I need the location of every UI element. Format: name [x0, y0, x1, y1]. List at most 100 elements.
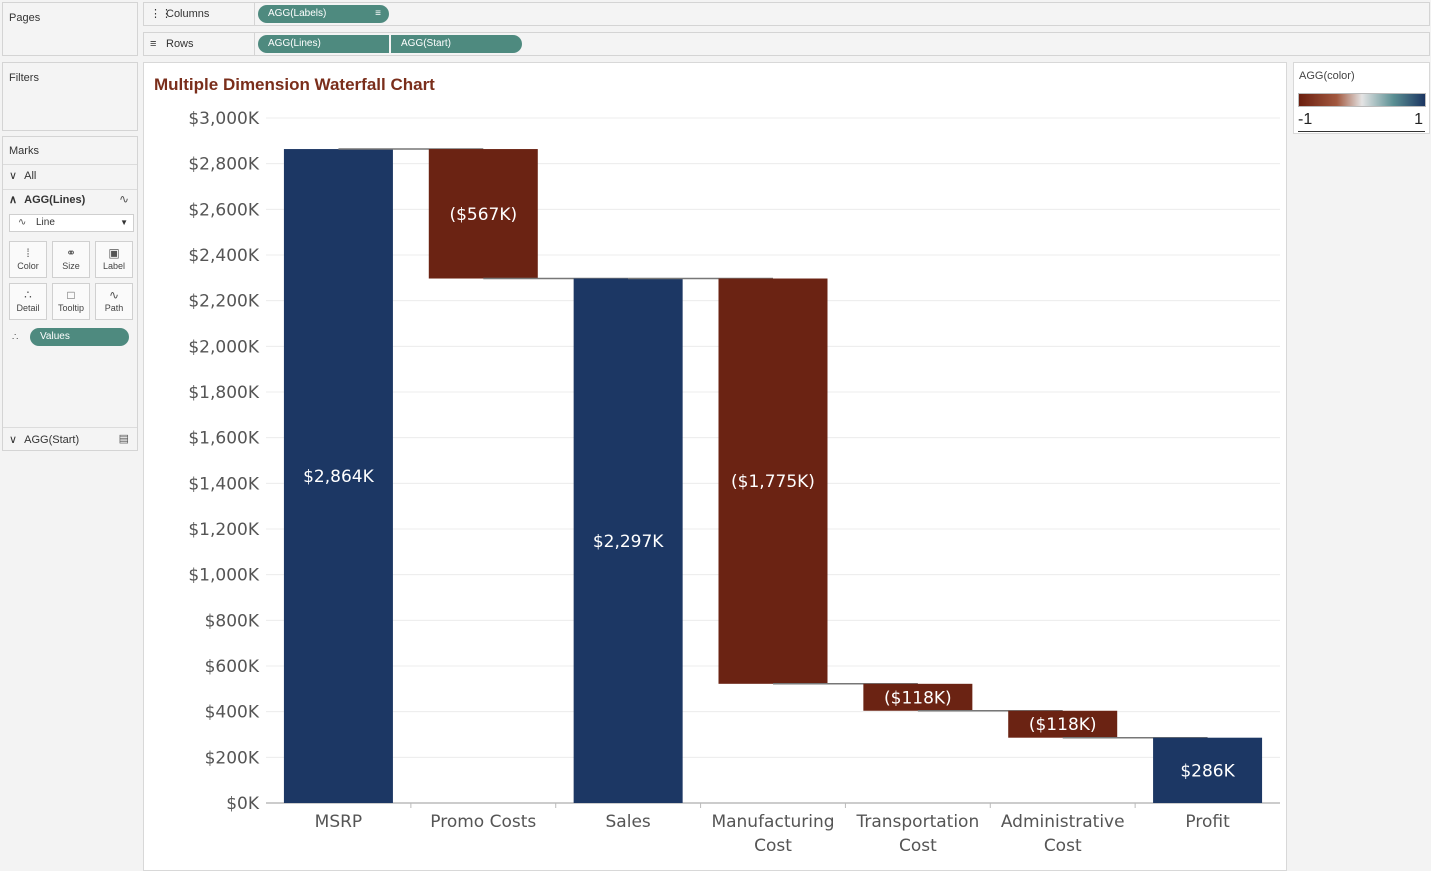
x-category-label: Cost — [899, 836, 937, 856]
y-tick-label: $1,400K — [188, 474, 259, 494]
chevron-down-icon: ∨ — [9, 170, 18, 182]
y-tick-label: $2,600K — [188, 200, 259, 220]
bar-label: ($118K) — [884, 688, 952, 708]
y-tick-label: $600K — [205, 657, 260, 677]
bar-label: $2,297K — [593, 532, 664, 552]
bar-label: ($567K) — [449, 205, 517, 225]
tooltip-button[interactable]: □ Tooltip — [52, 283, 90, 320]
start-pill[interactable]: AGG(Start) — [391, 35, 522, 53]
y-tick-label: $400K — [205, 703, 260, 723]
legend-max: 1 — [1414, 111, 1423, 128]
path-button[interactable]: ∿ Path — [95, 283, 133, 320]
waterfall-bar — [1153, 737, 1263, 803]
tooltip-icon: □ — [67, 288, 75, 302]
y-tick-label: $200K — [205, 748, 260, 768]
y-tick-label: $1,600K — [188, 429, 259, 449]
y-tick-label: $1,800K — [188, 383, 259, 403]
mark-type-value: Line — [36, 217, 55, 228]
x-category-label: Administrative — [1001, 812, 1125, 832]
size-button[interactable]: ⚭ Size — [52, 241, 90, 278]
waterfall-bar — [718, 278, 828, 684]
columns-icon: ⋮⋮ — [150, 8, 172, 20]
legend-min: -1 — [1298, 111, 1313, 128]
chart-title: Multiple Dimension Waterfall Chart — [154, 75, 435, 94]
waterfall-bar — [573, 278, 683, 803]
gantt-bar-icon: ▤ — [118, 433, 129, 445]
columns-shelf[interactable]: ⋮⋮ Columns AGG(Labels) ≡ — [143, 2, 1430, 26]
marks-lines-label: AGG(Lines) — [24, 194, 86, 206]
filters-title: Filters — [9, 72, 39, 84]
x-category-label: Profit — [1185, 812, 1230, 832]
values-pill[interactable]: Values — [30, 328, 129, 346]
lines-pill[interactable]: AGG(Lines) — [258, 35, 389, 53]
divider — [3, 164, 137, 165]
legend-axis-line — [1298, 131, 1425, 132]
chevron-down-icon: ∨ — [9, 434, 18, 446]
labels-pill-text: AGG(Labels) — [268, 8, 327, 19]
waterfall-bar — [283, 149, 393, 803]
detail-icon: ∴ — [12, 332, 19, 343]
divider — [3, 427, 137, 428]
color-icon: ⁞ — [26, 246, 30, 260]
divider — [3, 189, 137, 190]
chevron-up-icon: ∧ — [9, 194, 18, 206]
waterfall-chart: $0K $200K $400K $600K $800K $1,000K $1,200K $1,… — [188, 109, 1280, 856]
detail-icon: ∴ — [24, 288, 32, 302]
y-tick-label: $2,400K — [188, 246, 259, 266]
x-category-label: Promo Costs — [430, 812, 536, 832]
marks-start-label: AGG(Start) — [24, 434, 80, 446]
chart-panel: Multiple Dimension Waterfall Chart $0K $2… — [143, 62, 1287, 871]
columns-label: Columns — [144, 3, 255, 25]
color-button-label: Color — [17, 261, 39, 271]
color-legend[interactable]: AGG(color) -1 1 — [1293, 62, 1430, 134]
path-button-label: Path — [104, 303, 124, 313]
legend-gradient — [1298, 93, 1426, 107]
y-tick-label: $800K — [205, 611, 260, 631]
labels-pill[interactable]: AGG(Labels) ≡ — [258, 5, 389, 23]
dropdown-arrow-icon: ▼ — [120, 218, 128, 227]
marks-all-label: All — [24, 170, 37, 182]
label-button[interactable]: ▣ Label — [95, 241, 133, 278]
marks-card: Marks ∨ All ∧ AGG(Lines) ∿ ∿ Line ▼ ⁞ Co… — [2, 136, 138, 451]
mark-type-dropdown[interactable]: ∿ Line ▼ — [9, 214, 134, 232]
y-tick-label: $2,800K — [188, 155, 259, 175]
rows-shelf[interactable]: ≡ Rows AGG(Lines) AGG(Start) — [143, 32, 1430, 56]
waterfall-bar — [863, 683, 973, 711]
pages-title: Pages — [9, 12, 41, 24]
pages-card[interactable]: Pages — [2, 2, 138, 56]
filters-card[interactable]: Filters — [2, 62, 138, 131]
label-icon: ▣ — [108, 246, 120, 260]
marks-start-row[interactable]: ∨ AGG(Start) — [9, 433, 79, 446]
label-button-label: Label — [102, 261, 126, 271]
bar-label: $286K — [1180, 761, 1235, 781]
bar-label: ($118K) — [1029, 715, 1097, 735]
path-icon: ∿ — [108, 288, 120, 302]
waterfall-bar — [1008, 710, 1118, 738]
y-tick-label: $2,200K — [188, 292, 259, 312]
bar-label: $2,864K — [303, 467, 374, 487]
line-chart-icon: ∿ — [18, 217, 27, 228]
legend-title: AGG(color) — [1299, 70, 1355, 82]
y-tick-label: $1,200K — [188, 520, 259, 540]
x-category-label: Transportation — [855, 812, 979, 832]
detail-button-label: Detail — [16, 303, 40, 313]
color-button[interactable]: ⁞ Color — [9, 241, 47, 278]
y-tick-label: $2,000K — [188, 337, 259, 357]
rows-label: Rows — [144, 33, 255, 55]
sort-icon: ≡ — [375, 8, 381, 19]
size-icon: ⚭ — [65, 246, 77, 260]
y-tick-label: $1,000K — [188, 566, 259, 586]
rows-icon: ≡ — [150, 38, 157, 50]
marks-lines-row[interactable]: ∧ AGG(Lines) — [9, 193, 85, 206]
size-button-label: Size — [62, 261, 80, 271]
marks-all-row[interactable]: ∨ All — [9, 169, 36, 182]
line-chart-icon: ∿ — [118, 192, 129, 206]
y-tick-label: $0K — [226, 794, 260, 814]
bar-label: ($1,775K) — [731, 472, 815, 492]
x-category-label: Cost — [754, 836, 792, 856]
waterfall-bar — [428, 149, 538, 279]
detail-button[interactable]: ∴ Detail — [9, 283, 47, 320]
tooltip-button-label: Tooltip — [57, 303, 84, 313]
x-category-label: Manufacturing — [711, 812, 834, 832]
x-category-label: Sales — [606, 812, 651, 832]
